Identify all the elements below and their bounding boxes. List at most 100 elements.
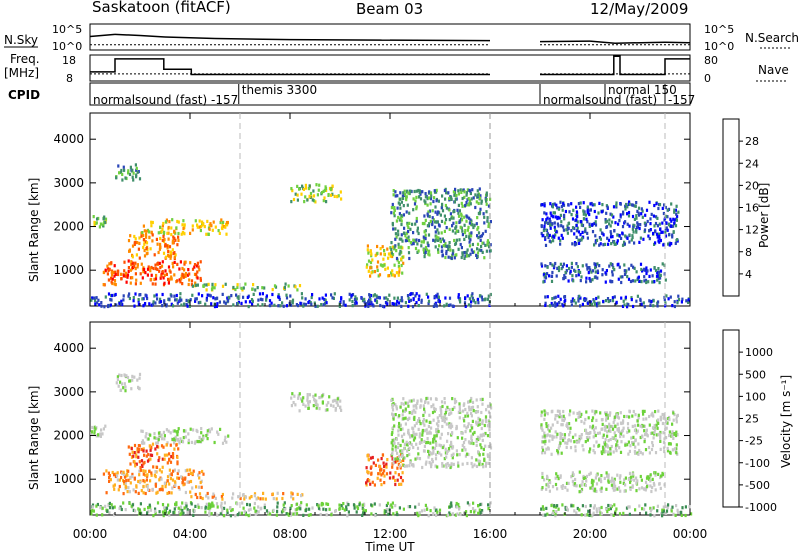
echo-cell-2 xyxy=(172,429,175,433)
echo-cell-11 xyxy=(540,203,543,207)
echo-cell-9 xyxy=(338,507,341,511)
echo-cell-11 xyxy=(544,236,547,240)
echo-cell-9 xyxy=(109,303,112,307)
echo-cell-11 xyxy=(659,238,662,243)
echo-cell-2 xyxy=(223,438,226,442)
echo-cell-8 xyxy=(418,417,421,421)
echo-cell-8 xyxy=(447,432,450,436)
echo-cell-10 xyxy=(640,478,643,482)
echo-cell-11 xyxy=(569,439,573,443)
echo-cell-8 xyxy=(424,400,427,404)
echo-cell-9 xyxy=(296,304,300,308)
echo-cell-9 xyxy=(394,504,397,508)
echo-cell-8 xyxy=(417,452,420,456)
echo-cell-9 xyxy=(277,293,280,297)
echo-cell-4 xyxy=(134,272,137,276)
echo-cell-8 xyxy=(456,208,459,212)
echo-cell-1 xyxy=(122,386,125,390)
echo-cell-11 xyxy=(664,227,667,231)
echo-cell-11 xyxy=(595,238,599,242)
echo-cell-9 xyxy=(377,295,380,300)
echo-cell-7 xyxy=(373,483,376,487)
echo-cell-11 xyxy=(578,238,582,242)
echo-cell-9 xyxy=(309,513,312,517)
echo-cell-11 xyxy=(637,416,640,420)
echo-cell-11 xyxy=(651,411,654,415)
echo-cell-8 xyxy=(432,448,435,452)
echo-cell-12 xyxy=(550,503,553,508)
echo-cell-11 xyxy=(631,441,634,445)
echo-cell-2 xyxy=(176,219,179,224)
echo-cell-11 xyxy=(593,412,596,416)
echo-cell-11 xyxy=(596,431,600,435)
echo-cell-3 xyxy=(174,253,177,257)
echo-cell-1 xyxy=(128,172,132,176)
echo-cell-2 xyxy=(162,430,165,434)
echo-cell-8 xyxy=(407,428,410,432)
echo-cell-5 xyxy=(273,284,277,288)
echo-cell-11 xyxy=(583,210,586,214)
echo-cell-9 xyxy=(120,299,123,303)
echo-cell-9 xyxy=(287,512,290,516)
echo-cell-9 xyxy=(205,502,208,506)
echo-cell-6 xyxy=(331,399,335,403)
echo-cell-9 xyxy=(321,296,324,300)
y-tick-label: 4000 xyxy=(53,341,84,355)
echo-cell-8 xyxy=(483,433,486,437)
echo-cell-11 xyxy=(657,433,660,437)
echo-cell-11 xyxy=(581,230,584,234)
echo-cell-8 xyxy=(426,396,429,400)
echo-cell-8 xyxy=(485,210,488,214)
echo-cell-9 xyxy=(208,512,211,516)
echo-cell-4 xyxy=(177,485,180,490)
echo-cell-11 xyxy=(609,429,612,433)
echo-cell-6 xyxy=(337,194,340,198)
echo-cell-4 xyxy=(108,476,111,480)
echo-cell-8 xyxy=(464,203,467,208)
echo-cell-8 xyxy=(406,223,409,227)
echo-cell-10 xyxy=(624,483,627,487)
echo-cell-10 xyxy=(611,486,614,490)
echo-cell-4 xyxy=(189,471,193,475)
echo-cell-3 xyxy=(151,239,154,243)
echo-cell-12 xyxy=(551,303,554,307)
echo-cell-11 xyxy=(591,223,594,227)
echo-cell-11 xyxy=(666,215,669,219)
echo-cell-8 xyxy=(486,243,489,247)
echo-cell-8 xyxy=(416,399,419,403)
echo-cell-1 xyxy=(132,178,135,182)
echo-cell-8 xyxy=(476,405,479,409)
echo-cell-11 xyxy=(651,431,654,435)
echo-cell-6 xyxy=(304,183,307,187)
echo-cell-10 xyxy=(575,274,578,278)
echo-cell-11 xyxy=(554,417,557,421)
echo-cell-8 xyxy=(470,424,473,428)
echo-cell-11 xyxy=(621,225,625,229)
echo-cell-8 xyxy=(466,411,469,415)
echo-cell-2 xyxy=(194,219,197,223)
echo-cell-8 xyxy=(407,430,410,434)
echo-cell-11 xyxy=(593,203,596,207)
y-tick-label: 4000 xyxy=(53,132,84,146)
echo-cell-12 xyxy=(606,297,610,301)
echo-cell-9 xyxy=(120,507,123,512)
echo-cell-9 xyxy=(192,513,195,517)
echo-cell-3 xyxy=(149,457,152,461)
echo-cell-2 xyxy=(219,220,222,225)
echo-cell-4 xyxy=(171,478,175,482)
echo-cell-11 xyxy=(668,241,671,245)
echo-cell-11 xyxy=(673,210,676,214)
echo-cell-9 xyxy=(353,506,356,510)
echo-cell-9 xyxy=(417,303,420,308)
echo-cell-12 xyxy=(610,504,613,509)
echo-cell-11 xyxy=(556,414,559,418)
echo-cell-9 xyxy=(362,508,365,512)
echo-cell-9 xyxy=(224,301,227,305)
echo-cell-8 xyxy=(424,229,427,233)
echo-cell-8 xyxy=(451,252,454,256)
x-tick-label: 00:00 xyxy=(673,527,708,541)
echo-cell-11 xyxy=(643,438,646,442)
echo-cell-4 xyxy=(178,278,181,282)
echo-cell-7 xyxy=(366,244,369,248)
echo-cell-8 xyxy=(467,225,470,229)
